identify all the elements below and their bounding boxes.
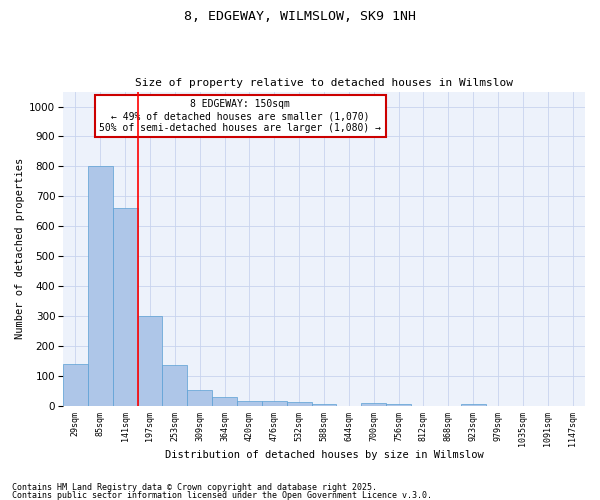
Bar bbox=[287, 402, 311, 406]
Bar bbox=[386, 404, 411, 406]
Bar bbox=[113, 208, 137, 406]
Bar bbox=[311, 404, 337, 406]
Bar bbox=[137, 316, 163, 406]
Title: Size of property relative to detached houses in Wilmslow: Size of property relative to detached ho… bbox=[135, 78, 513, 88]
Text: Contains HM Land Registry data © Crown copyright and database right 2025.: Contains HM Land Registry data © Crown c… bbox=[12, 484, 377, 492]
Bar bbox=[237, 400, 262, 406]
Bar bbox=[88, 166, 113, 406]
Text: Contains public sector information licensed under the Open Government Licence v.: Contains public sector information licen… bbox=[12, 491, 432, 500]
Bar bbox=[163, 364, 187, 406]
Text: 8, EDGEWAY, WILMSLOW, SK9 1NH: 8, EDGEWAY, WILMSLOW, SK9 1NH bbox=[184, 10, 416, 23]
Bar bbox=[187, 390, 212, 406]
Bar bbox=[361, 403, 386, 406]
Y-axis label: Number of detached properties: Number of detached properties bbox=[15, 158, 25, 340]
Bar bbox=[262, 400, 287, 406]
X-axis label: Distribution of detached houses by size in Wilmslow: Distribution of detached houses by size … bbox=[164, 450, 484, 460]
Text: 8 EDGEWAY: 150sqm
← 49% of detached houses are smaller (1,070)
50% of semi-detac: 8 EDGEWAY: 150sqm ← 49% of detached hous… bbox=[100, 100, 382, 132]
Bar bbox=[212, 397, 237, 406]
Bar bbox=[63, 364, 88, 406]
Bar bbox=[461, 404, 485, 406]
